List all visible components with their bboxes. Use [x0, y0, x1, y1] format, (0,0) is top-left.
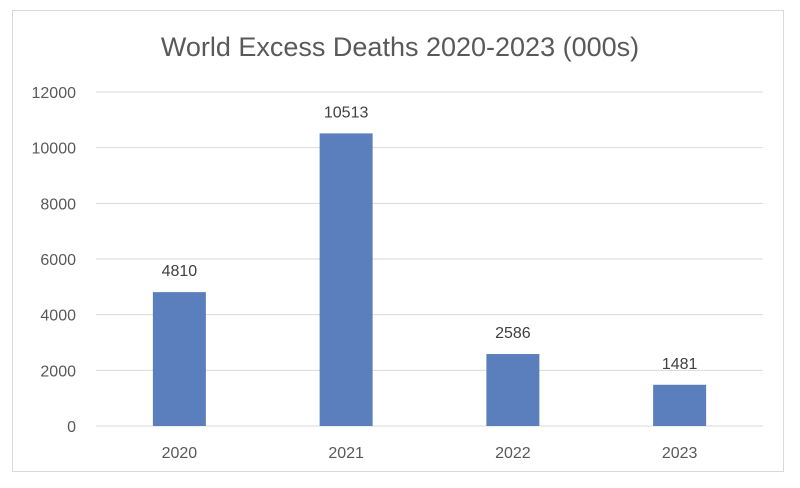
- y-tick-label: 12000: [32, 85, 77, 102]
- y-tick-label: 10000: [32, 141, 77, 158]
- x-tick-label-2023: 2023: [662, 445, 698, 462]
- x-tick-label-2020: 2020: [162, 445, 198, 462]
- bars: [152, 133, 707, 426]
- y-tick-label: 0: [67, 419, 76, 436]
- y-tick-label: 4000: [40, 308, 76, 325]
- data-label-2021: 10513: [324, 104, 369, 121]
- data-label-2022: 2586: [495, 325, 531, 342]
- x-axis: 2020 2021 2022 2023: [162, 445, 698, 462]
- data-label-2020: 4810: [162, 263, 198, 280]
- y-tick-label: 8000: [40, 196, 76, 213]
- data-label-2023: 1481: [662, 356, 698, 373]
- bar-2020: [152, 292, 206, 426]
- x-tick-label-2021: 2021: [328, 445, 364, 462]
- bar-2021: [319, 133, 373, 426]
- bar-2023: [653, 384, 707, 426]
- chart-title: World Excess Deaths 2020-2023 (000s): [161, 32, 639, 62]
- bar-2022: [486, 354, 540, 426]
- y-tick-label: 2000: [40, 363, 76, 380]
- y-axis: 0 2000 4000 6000 8000 10000 12000: [32, 85, 77, 436]
- y-tick-label: 6000: [40, 252, 76, 269]
- x-tick-label-2022: 2022: [495, 445, 531, 462]
- data-labels: 4810 10513 2586 1481: [162, 104, 698, 372]
- gridlines: [96, 91, 763, 427]
